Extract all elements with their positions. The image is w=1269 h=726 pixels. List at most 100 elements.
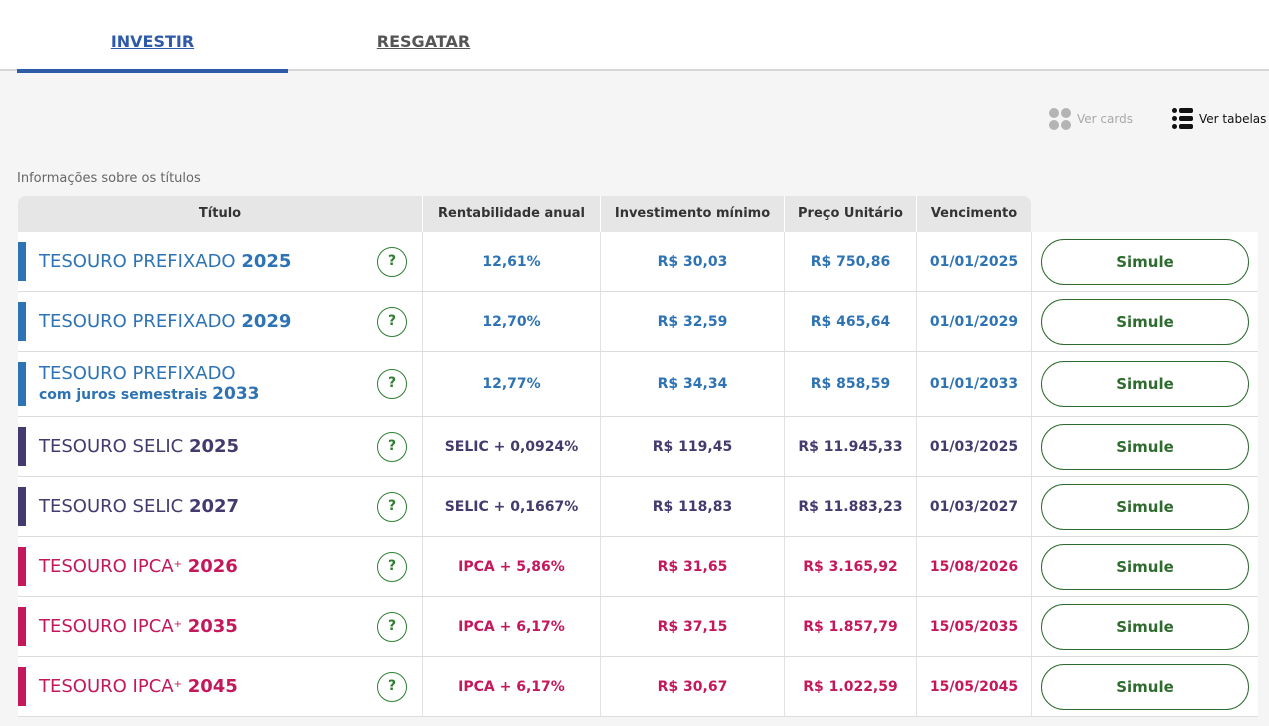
preco-unitario-cell: R$ 1.022,59 xyxy=(785,657,917,716)
simule-button[interactable]: Simule xyxy=(1041,298,1249,345)
simule-button[interactable]: Simule xyxy=(1041,238,1249,285)
table-row: TESOURO PREFIXADO 2025 ? 12,61% R$ 30,03… xyxy=(18,232,1258,292)
help-icon[interactable]: ? xyxy=(377,491,407,522)
vencimento-cell: 15/05/2035 xyxy=(917,597,1032,656)
color-bar xyxy=(18,302,26,341)
header-titulo: Título xyxy=(18,196,423,232)
title-text: TESOURO PREFIXADO xyxy=(39,310,236,332)
title-text: TESOURO IPCA xyxy=(39,555,174,577)
preco-unitario-cell: R$ 3.165,92 xyxy=(785,537,917,596)
color-bar xyxy=(18,607,26,646)
vencimento-cell: 01/03/2027 xyxy=(917,477,1032,536)
simule-button[interactable]: Simule xyxy=(1041,603,1249,650)
help-icon[interactable]: ? xyxy=(377,369,407,399)
action-cell: Simule xyxy=(1032,232,1258,291)
table-row: TESOURO IPCA+ 2045 ? IPCA + 6,17% R$ 30,… xyxy=(18,657,1258,717)
table-row: TESOURO SELIC 2027 ? SELIC + 0,1667% R$ … xyxy=(18,477,1258,537)
title-superscript: + xyxy=(173,678,182,690)
simule-button[interactable]: Simule xyxy=(1041,663,1249,710)
preco-unitario-cell: R$ 858,59 xyxy=(785,352,917,416)
table-row: TESOURO PREFIXADO 2029 ? 12,70% R$ 32,59… xyxy=(18,292,1258,352)
title-name: TESOURO IPCA+ 2045 xyxy=(39,675,238,697)
color-bar xyxy=(18,667,26,706)
investimento-minimo-cell: R$ 31,65 xyxy=(601,537,785,596)
title-text: TESOURO PREFIXADO xyxy=(39,362,236,384)
color-bar xyxy=(18,362,26,406)
tab-resgatar[interactable]: RESGATAR xyxy=(376,32,471,51)
action-cell: Simule xyxy=(1032,477,1258,536)
preco-unitario-cell: R$ 11.945,33 xyxy=(785,417,917,476)
title-cell: TESOURO SELIC 2025 ? xyxy=(18,417,423,476)
info-label: Informações sobre os títulos xyxy=(17,171,201,186)
subtitle-text: com juros semestrais xyxy=(39,386,208,403)
preco-unitario-cell: R$ 465,64 xyxy=(785,292,917,351)
color-bar xyxy=(18,487,26,526)
vencimento-cell: 15/05/2045 xyxy=(917,657,1032,716)
vencimento-cell: 01/01/2025 xyxy=(917,232,1032,291)
simule-button[interactable]: Simule xyxy=(1041,483,1249,530)
title-year: 2029 xyxy=(241,310,292,332)
simule-button[interactable]: Simule xyxy=(1041,543,1249,590)
header-preco-unitario: Preço Unitário xyxy=(785,196,917,232)
header-rentabilidade: Rentabilidade anual xyxy=(423,196,601,232)
title-year: 2026 xyxy=(187,555,238,577)
investimento-minimo-cell: R$ 119,45 xyxy=(601,417,785,476)
action-cell: Simule xyxy=(1032,417,1258,476)
rentabilidade-cell: SELIC + 0,1667% xyxy=(423,477,601,536)
rentabilidade-cell: 12,61% xyxy=(423,232,601,291)
action-cell: Simule xyxy=(1032,597,1258,656)
titles-table: TESOURO PREFIXADO 2025 ? 12,61% R$ 30,03… xyxy=(18,232,1258,717)
color-bar xyxy=(18,427,26,466)
title-name: TESOURO SELIC 2027 xyxy=(39,495,239,517)
header-investimento-minimo: Investimento mínimo xyxy=(601,196,785,232)
action-cell: Simule xyxy=(1032,657,1258,716)
title-cell: TESOURO PREFIXADO com juros semestrais 2… xyxy=(18,352,423,416)
table-header: Título Rentabilidade anual Investimento … xyxy=(18,196,1031,232)
investimento-minimo-cell: R$ 34,34 xyxy=(601,352,785,416)
preco-unitario-cell: R$ 1.857,79 xyxy=(785,597,917,656)
title-cell: TESOURO PREFIXADO 2029 ? xyxy=(18,292,423,351)
help-icon[interactable]: ? xyxy=(377,671,407,702)
simule-button[interactable]: Simule xyxy=(1041,361,1249,407)
title-name: TESOURO PREFIXADO 2025 xyxy=(39,250,292,272)
title-text: TESOURO PREFIXADO xyxy=(39,250,236,272)
investimento-minimo-cell: R$ 118,83 xyxy=(601,477,785,536)
simule-button[interactable]: Simule xyxy=(1041,423,1249,470)
view-tables-button[interactable]: Ver tabelas xyxy=(1172,108,1266,129)
title-year: 2033 xyxy=(212,383,260,404)
view-tables-label: Ver tabelas xyxy=(1199,111,1267,126)
title-year: 2025 xyxy=(241,250,292,272)
help-icon[interactable]: ? xyxy=(377,306,407,337)
rentabilidade-cell: 12,70% xyxy=(423,292,601,351)
title-year: 2035 xyxy=(187,615,238,637)
help-icon[interactable]: ? xyxy=(377,246,407,277)
cards-icon xyxy=(1049,108,1071,130)
preco-unitario-cell: R$ 11.883,23 xyxy=(785,477,917,536)
color-bar xyxy=(18,547,26,586)
table-row: TESOURO IPCA+ 2026 ? IPCA + 5,86% R$ 31,… xyxy=(18,537,1258,597)
vencimento-cell: 01/01/2033 xyxy=(917,352,1032,416)
help-icon[interactable]: ? xyxy=(377,611,407,642)
rentabilidade-cell: 12,77% xyxy=(423,352,601,416)
title-name: TESOURO SELIC 2025 xyxy=(39,435,239,457)
title-year: 2045 xyxy=(187,675,238,697)
vencimento-cell: 01/03/2025 xyxy=(917,417,1032,476)
title-superscript: + xyxy=(173,618,182,630)
view-cards-button[interactable]: Ver cards xyxy=(1049,108,1133,130)
title-superscript: + xyxy=(173,558,182,570)
investimento-minimo-cell: R$ 30,03 xyxy=(601,232,785,291)
help-icon[interactable]: ? xyxy=(377,431,407,462)
help-icon[interactable]: ? xyxy=(377,551,407,582)
investimento-minimo-cell: R$ 37,15 xyxy=(601,597,785,656)
title-name: TESOURO IPCA+ 2026 xyxy=(39,555,238,577)
rentabilidade-cell: IPCA + 6,17% xyxy=(423,657,601,716)
tab-investir[interactable]: INVESTIR xyxy=(17,0,288,73)
title-text: TESOURO SELIC xyxy=(39,435,184,457)
preco-unitario-cell: R$ 750,86 xyxy=(785,232,917,291)
vencimento-cell: 01/01/2029 xyxy=(917,292,1032,351)
title-text: TESOURO SELIC xyxy=(39,495,184,517)
table-row: TESOURO SELIC 2025 ? SELIC + 0,0924% R$ … xyxy=(18,417,1258,477)
header-vencimento: Vencimento xyxy=(930,206,1018,221)
rentabilidade-cell: IPCA + 6,17% xyxy=(423,597,601,656)
color-bar xyxy=(18,242,26,281)
